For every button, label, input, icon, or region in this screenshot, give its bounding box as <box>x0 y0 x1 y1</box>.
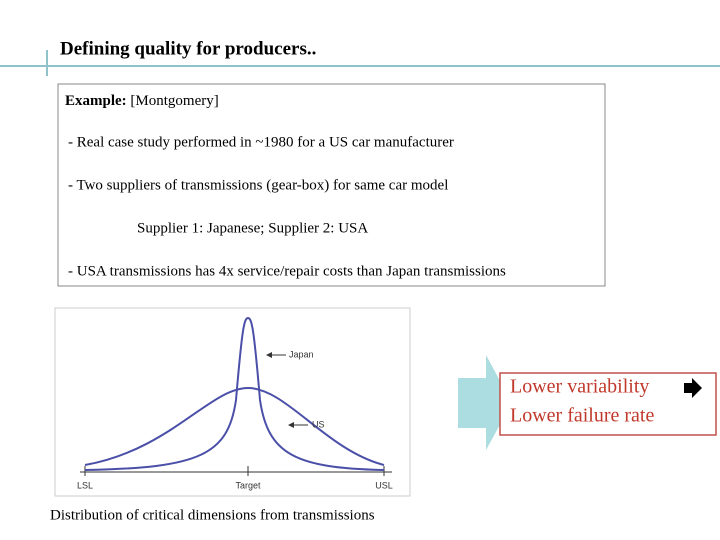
callout-text: Lower failure rate <box>510 405 654 427</box>
callout-arrow <box>684 378 702 398</box>
block-arrow <box>458 355 512 450</box>
example-source: [Montgomery] <box>130 93 218 109</box>
callout-text: Lower variability <box>510 376 649 398</box>
example-text: Example: [Montgomery] <box>65 93 219 109</box>
label-arrowhead <box>288 422 294 428</box>
callout-box <box>499 372 717 436</box>
label-arrowhead <box>266 352 272 358</box>
box-line: - USA transmissions has 4x service/repai… <box>68 263 506 279</box>
box-line: Supplier 1: Japanese; Supplier 2: USA <box>137 220 368 236</box>
example-box <box>57 83 606 287</box>
us-curve <box>84 386 385 466</box>
slide-title: Defining quality for producers.. <box>60 38 316 59</box>
box-line: - Real case study performed in ~1980 for… <box>68 134 454 150</box>
box-line: - Two suppliers of transmissions (gear-b… <box>68 177 448 193</box>
curve-label: Japan <box>289 349 314 359</box>
axis-label: LSL <box>77 480 93 490</box>
example-label: Example: <box>65 93 127 109</box>
axis-label: USL <box>375 480 393 490</box>
curve-label: US <box>312 419 325 429</box>
figure-caption: Distribution of critical dimensions from… <box>50 507 375 523</box>
japan-curve <box>84 316 385 471</box>
axis-label: Target <box>235 480 261 490</box>
figure-frame <box>54 307 411 497</box>
